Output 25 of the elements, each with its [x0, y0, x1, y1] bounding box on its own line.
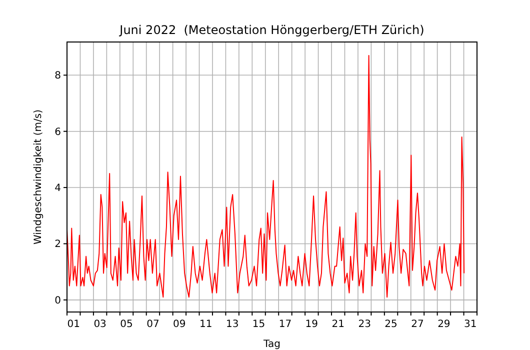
chart-title: Juni 2022 (Meteostation Hönggerberg/ETH Zürich): [118, 23, 424, 37]
x-tick-label: 03: [94, 319, 106, 330]
x-tick-label: 15: [252, 319, 266, 330]
x-tick-label: 05: [120, 319, 133, 330]
x-tick-label: 11: [200, 319, 212, 330]
x-tick-label: 23: [358, 319, 371, 330]
y-tick-label: 4: [54, 183, 61, 194]
y-tick-label: 2: [54, 239, 61, 250]
x-tick-label: 13: [226, 319, 239, 330]
x-tick-label: 17: [278, 319, 292, 330]
y-tick-label: 8: [54, 70, 61, 82]
x-tick-label: 31: [464, 319, 477, 330]
line-series: [67, 54, 465, 298]
y-tick-label: 0: [54, 295, 61, 306]
x-tick-label: 25: [384, 319, 398, 330]
x-tick-label: 27: [411, 319, 424, 330]
x-tick-label: 01: [67, 319, 80, 330]
x-tick-label: 19: [305, 319, 318, 330]
x-tick-label: 29: [438, 319, 450, 330]
x-axis-title: Tag: [262, 339, 280, 350]
x-tick-label: 21: [332, 319, 344, 330]
x-tick-label: 09: [173, 319, 186, 330]
y-tick-label: 6: [54, 126, 61, 138]
x-tick-label: 07: [146, 319, 160, 330]
y-axis-title: Windgeschwindigkeit (m/s): [33, 109, 44, 245]
